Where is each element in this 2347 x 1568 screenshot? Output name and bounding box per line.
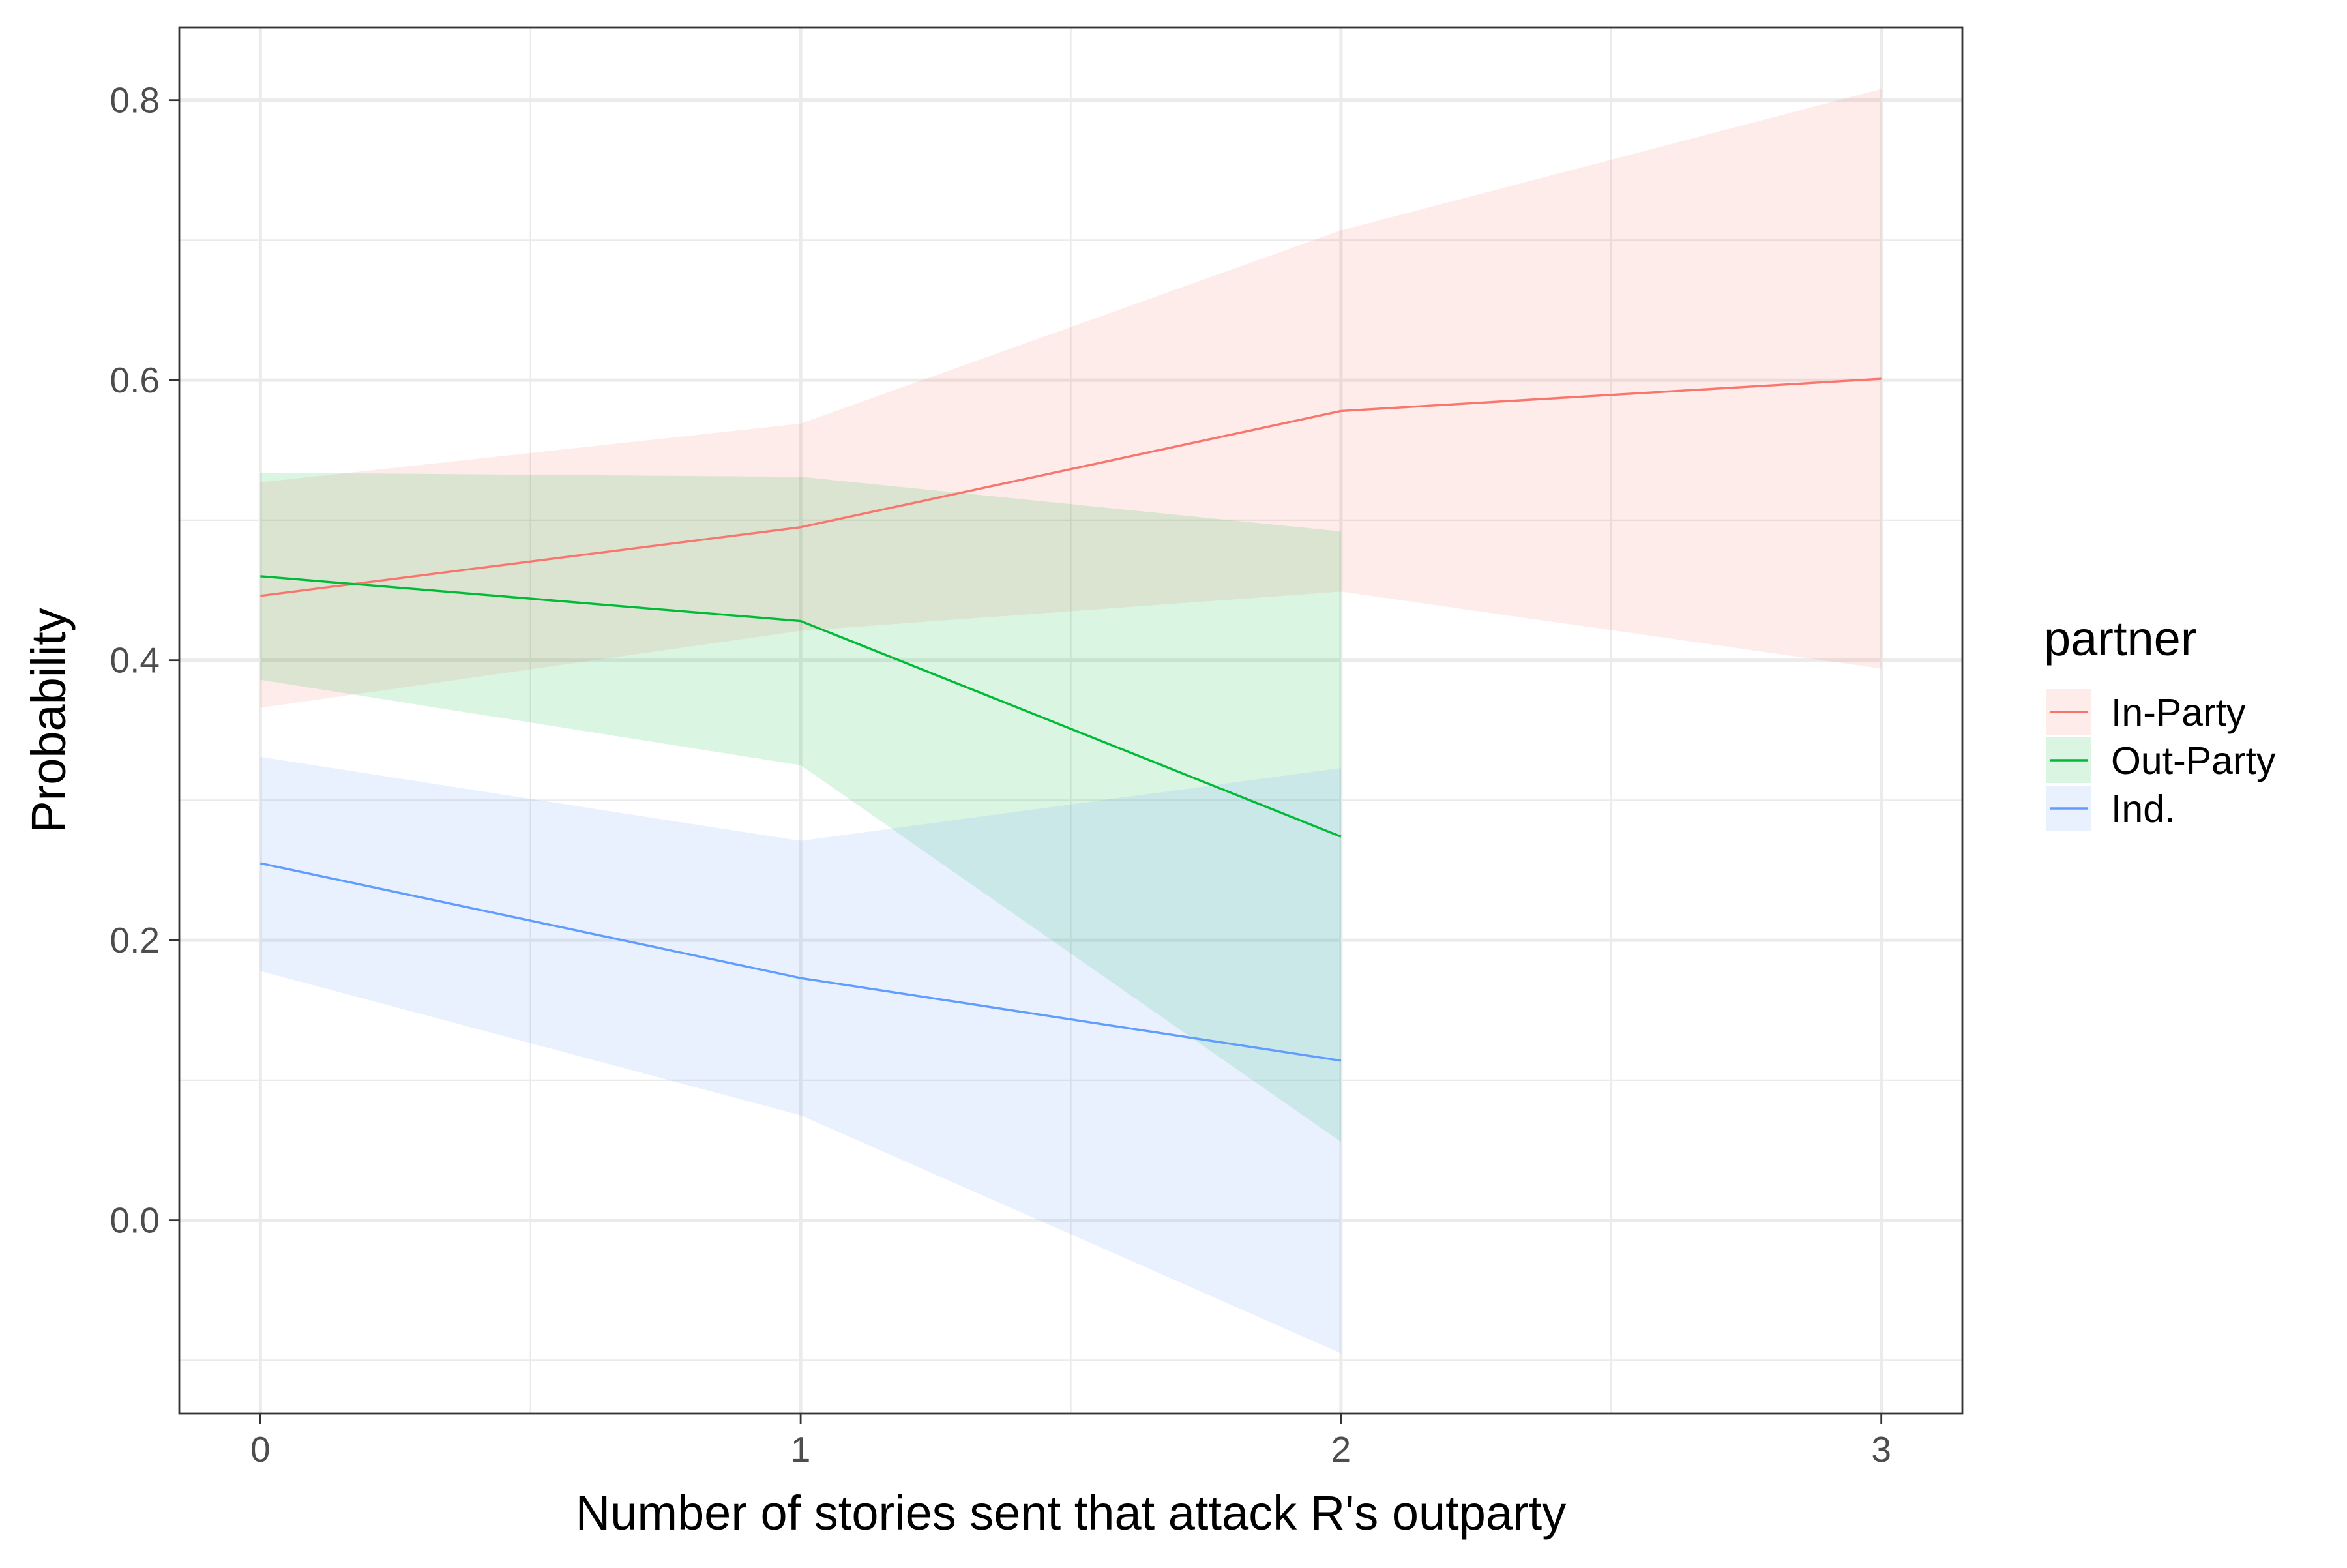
series-lines bbox=[259, 377, 1882, 1062]
y-axis-title: Probability bbox=[22, 608, 76, 833]
line-ind bbox=[259, 862, 1342, 1062]
line-in-party bbox=[260, 377, 1882, 597]
x-tick-label: 0 bbox=[250, 1429, 271, 1470]
ribbon-ind bbox=[260, 756, 1341, 1354]
axes: 0 1 2 3 0.0 0.2 0.4 0.6 0.8 bbox=[110, 80, 1891, 1470]
grid-lines bbox=[179, 27, 1962, 1413]
ribbon-out-party bbox=[260, 472, 1341, 1142]
legend-item-out-party: Out-Party bbox=[2046, 737, 2276, 783]
y-tick-label: 0.6 bbox=[110, 360, 160, 400]
legend-title: partner bbox=[2044, 612, 2196, 666]
legend: partner In-Party Out-Party Ind. bbox=[2044, 612, 2276, 831]
line-out-party bbox=[260, 575, 1342, 838]
x-tick-label: 1 bbox=[791, 1429, 811, 1470]
confidence-ribbons bbox=[260, 89, 1882, 1354]
legend-item-in-party: In-Party bbox=[2046, 689, 2246, 735]
x-tick-label: 2 bbox=[1331, 1429, 1351, 1470]
plot-panel-border bbox=[178, 26, 1964, 1415]
legend-item-ind: Ind. bbox=[2046, 786, 2175, 831]
legend-label-out-party: Out-Party bbox=[2111, 739, 2276, 782]
y-tick-label: 0.2 bbox=[110, 920, 160, 960]
ribbon-in-party bbox=[260, 89, 1882, 708]
y-tick-label: 0.0 bbox=[110, 1200, 160, 1241]
legend-label-in-party: In-Party bbox=[2111, 691, 2246, 734]
y-tick-label: 0.4 bbox=[110, 640, 160, 681]
y-tick-label: 0.8 bbox=[110, 80, 160, 121]
legend-label-ind: Ind. bbox=[2111, 788, 2175, 831]
x-tick-label: 3 bbox=[1871, 1429, 1891, 1470]
x-axis-title: Number of stories sent that attack R's o… bbox=[576, 1486, 1566, 1540]
